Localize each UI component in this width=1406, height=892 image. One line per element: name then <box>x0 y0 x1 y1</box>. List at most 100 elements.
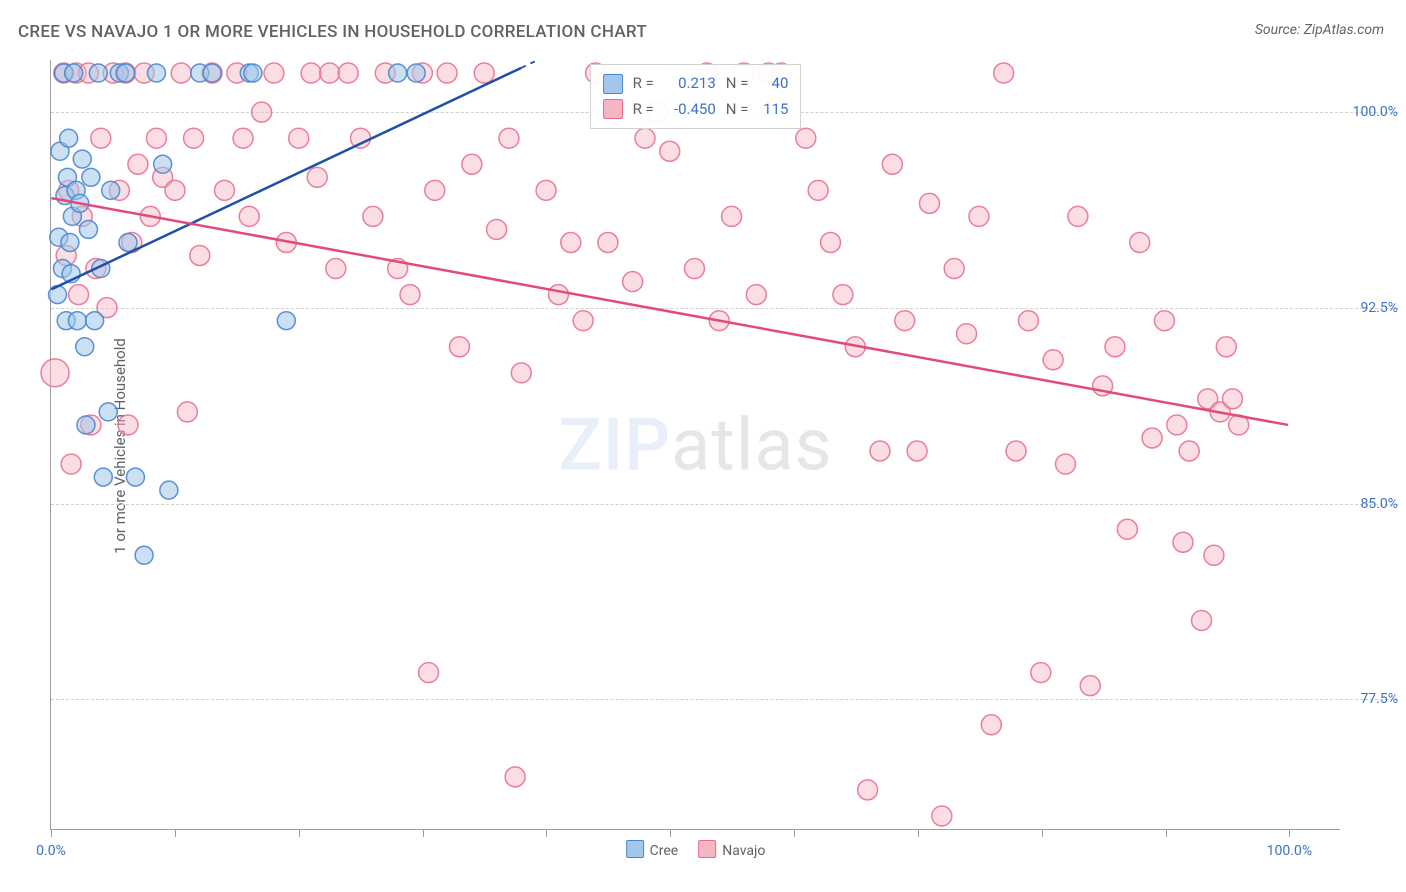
navajo-point <box>437 63 457 83</box>
navajo-point <box>1192 610 1212 630</box>
y-tick-label: 77.5% <box>1344 691 1398 707</box>
navajo-point <box>882 154 902 174</box>
navajo-swatch-icon <box>698 840 716 858</box>
navajo-point <box>895 311 915 331</box>
navajo-point <box>171 63 191 83</box>
n-label: N = <box>726 97 749 123</box>
cree-point <box>76 338 94 356</box>
cree-point <box>61 233 79 251</box>
navajo-point <box>252 102 272 122</box>
navajo-point <box>808 180 828 200</box>
cree-swatch-icon <box>626 840 644 858</box>
n-label: N = <box>726 71 749 97</box>
cree-point <box>160 481 178 499</box>
x-tick <box>794 829 795 837</box>
navajo-point <box>499 128 519 148</box>
cree-point <box>99 403 117 421</box>
source-label: Source: ZipAtlas.com <box>1255 22 1384 38</box>
cree-point <box>77 416 95 434</box>
navajo-point <box>660 141 680 161</box>
navajo-point <box>536 180 556 200</box>
cree-point <box>407 64 425 82</box>
navajo-point <box>722 206 742 226</box>
navajo-point <box>1222 389 1242 409</box>
x-tick <box>299 829 300 837</box>
navajo-point <box>425 180 445 200</box>
navajo-point <box>919 193 939 213</box>
navajo-point <box>190 246 210 266</box>
navajo-point <box>487 219 507 239</box>
navajo-point <box>1179 441 1199 461</box>
x-tick <box>546 829 547 837</box>
navajo-point <box>969 206 989 226</box>
n-value: 115 <box>758 97 788 123</box>
navajo-point <box>146 128 166 148</box>
legend-item-navajo: Navajo <box>698 840 765 859</box>
r-value: -0.450 <box>664 97 716 123</box>
navajo-point <box>41 359 69 387</box>
navajo-point <box>870 441 890 461</box>
navajo-point <box>561 232 581 252</box>
cree-point <box>73 150 91 168</box>
navajo-point <box>91 128 111 148</box>
cree-point <box>117 64 135 82</box>
navajo-point <box>301 63 321 83</box>
navajo-point <box>1018 311 1038 331</box>
navajo-point <box>1105 337 1125 357</box>
legend-label: Navajo <box>722 843 765 859</box>
x-tick <box>51 829 52 837</box>
stats-row-cree: R =0.213N =40 <box>603 71 789 97</box>
cree-point <box>82 168 100 186</box>
cree-point <box>135 546 153 564</box>
navajo-point <box>61 454 81 474</box>
navajo-point <box>907 441 927 461</box>
cree-point <box>277 312 295 330</box>
cree-trendline <box>51 68 521 290</box>
y-tick-label: 100.0% <box>1344 104 1398 120</box>
navajo-point <box>177 402 197 422</box>
navajo-point <box>1080 676 1100 696</box>
navajo-point <box>118 415 138 435</box>
x-tick <box>175 829 176 837</box>
navajo-point <box>474 63 494 83</box>
navajo-point <box>858 780 878 800</box>
x-tick <box>670 829 671 837</box>
cree-trendline-dashed <box>521 60 538 68</box>
cree-swatch-icon <box>603 74 623 94</box>
navajo-point <box>957 324 977 344</box>
chart-title: CREE VS NAVAJO 1 OR MORE VEHICLES IN HOU… <box>18 22 647 42</box>
navajo-point <box>981 715 1001 735</box>
navajo-point <box>1142 428 1162 448</box>
navajo-point <box>239 206 259 226</box>
legend-bottom: CreeNavajo <box>626 840 766 859</box>
stats-legend-box: R =0.213N =40R =-0.450N =115 <box>590 64 802 129</box>
r-value: 0.213 <box>664 71 716 97</box>
navajo-point <box>1216 337 1236 357</box>
x-tick <box>918 829 919 837</box>
x-tick <box>423 829 424 837</box>
cree-point <box>203 64 221 82</box>
navajo-point <box>1154 311 1174 331</box>
navajo-swatch-icon <box>603 99 623 119</box>
cree-point <box>126 468 144 486</box>
y-tick-label: 85.0% <box>1344 496 1398 512</box>
navajo-point <box>128 154 148 174</box>
navajo-point <box>289 128 309 148</box>
navajo-point <box>363 206 383 226</box>
navajo-point <box>573 311 593 331</box>
navajo-point <box>351 128 371 148</box>
navajo-point <box>320 63 340 83</box>
navajo-point <box>1006 441 1026 461</box>
r-label: R = <box>633 71 654 97</box>
navajo-point <box>635 128 655 148</box>
navajo-point <box>1068 206 1088 226</box>
x-tick <box>1166 829 1167 837</box>
navajo-point <box>1204 545 1224 565</box>
navajo-point <box>184 128 204 148</box>
cree-point <box>147 64 165 82</box>
navajo-point <box>505 767 525 787</box>
navajo-point <box>264 63 284 83</box>
navajo-point <box>449 337 469 357</box>
r-label: R = <box>633 97 654 123</box>
x-axis-max-label: 100.0% <box>1267 843 1312 859</box>
